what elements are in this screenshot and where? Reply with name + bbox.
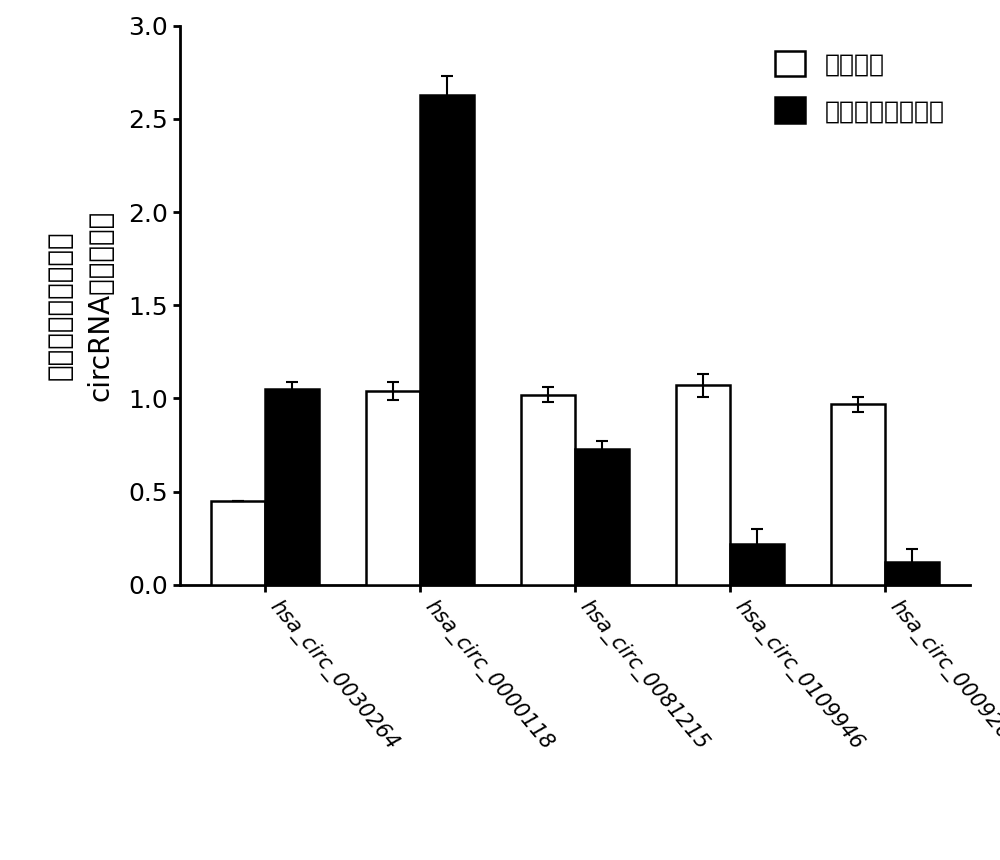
Bar [575,449,629,585]
Bar [885,562,939,585]
Bar [676,385,730,585]
Legend: 癌旁组织, 肾透明细胞癌组织: 癌旁组织, 肾透明细胞癌组织 [763,39,958,136]
Bar [521,395,575,585]
Bar [211,501,265,585]
Y-axis label: 肾透明细胞癌组织中
circRNA相对表达量: 肾透明细胞癌组织中 circRNA相对表达量 [45,210,114,401]
Bar [265,389,319,585]
Bar [730,544,784,585]
Bar [420,95,474,585]
Bar [831,404,885,585]
Bar [366,391,420,585]
